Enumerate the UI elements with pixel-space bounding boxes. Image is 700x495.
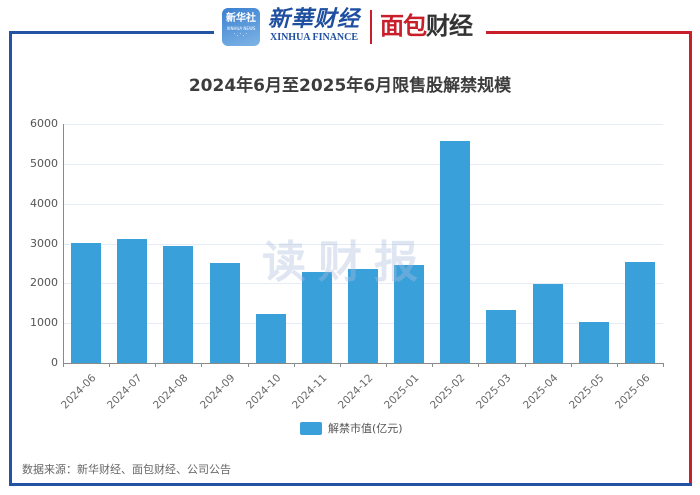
frame-right-border bbox=[689, 31, 692, 485]
y-tick-label: 1000 bbox=[30, 316, 58, 330]
x-axis-line bbox=[63, 363, 664, 364]
bar-2025-04[interactable] bbox=[532, 283, 563, 363]
x-tick-mark bbox=[155, 363, 157, 367]
frame-top-right-border bbox=[486, 31, 692, 34]
mianbao-finance-logo: 面包财经 bbox=[380, 12, 473, 40]
frame-top-left-border bbox=[9, 31, 214, 34]
legend-swatch bbox=[300, 421, 322, 435]
x-tick-mark bbox=[63, 363, 64, 367]
gridline bbox=[63, 163, 663, 165]
x-tick-label: 2025-03 bbox=[474, 372, 514, 412]
legend-label: 解禁市值(亿元) bbox=[328, 422, 403, 435]
x-tick-label: 2025-02 bbox=[428, 372, 468, 412]
network-dots-icon: ·.·.· bbox=[233, 31, 249, 38]
gridline bbox=[63, 243, 663, 245]
watermark: 读财报 bbox=[262, 237, 430, 288]
bar-2025-06[interactable] bbox=[624, 261, 655, 363]
x-tick-mark bbox=[432, 363, 434, 367]
x-tick-label: 2025-01 bbox=[382, 372, 422, 412]
bar-2024-10[interactable] bbox=[255, 314, 286, 363]
x-tick-mark bbox=[293, 363, 295, 367]
y-tick-label: 6000 bbox=[30, 117, 58, 130]
x-tick-label: 2024-10 bbox=[243, 372, 284, 412]
gridline bbox=[63, 124, 663, 125]
bar-2025-01[interactable] bbox=[394, 265, 425, 363]
x-tick-label: 2024-11 bbox=[289, 372, 330, 412]
x-tick-mark bbox=[339, 363, 341, 367]
y-tick-label: 0 bbox=[51, 356, 58, 369]
plot-area bbox=[63, 124, 663, 363]
bar-2024-06[interactable] bbox=[71, 243, 102, 363]
x-tick-label: 2025-04 bbox=[520, 372, 561, 412]
x-tick-label: 2025-06 bbox=[612, 372, 653, 412]
bar-2024-07[interactable] bbox=[117, 239, 148, 363]
bar-2024-09[interactable] bbox=[209, 263, 240, 363]
x-tick-label: 2025-05 bbox=[566, 372, 607, 412]
bar-2024-12[interactable] bbox=[348, 269, 378, 363]
x-tick-mark bbox=[478, 363, 480, 367]
data-source-note: 数据来源：新华财经、面包财经、公司公告 bbox=[22, 463, 231, 476]
chart-title: 2024年6月至2025年6月限售股解禁规模 bbox=[188, 76, 512, 96]
gridline bbox=[63, 203, 663, 205]
x-tick-mark bbox=[616, 363, 618, 367]
y-tick-label: 4000 bbox=[30, 196, 58, 210]
x-tick-label: 2024-12 bbox=[335, 372, 376, 412]
x-tick-mark bbox=[247, 363, 249, 367]
y-tick-label: 5000 bbox=[30, 156, 58, 170]
y-tick-label: 3000 bbox=[30, 236, 58, 250]
x-tick-label: 2024-09 bbox=[197, 372, 238, 412]
bar-2025-05[interactable] bbox=[578, 321, 609, 363]
x-tick-mark bbox=[663, 363, 664, 367]
x-tick-mark bbox=[201, 363, 203, 367]
header-logos: 新华社 XINHUA NEWS ·.·.· 新華财经 XINHUA FINANC… bbox=[222, 6, 480, 48]
xinhua-news-app-logo: 新华社 XINHUA NEWS ·.·.· bbox=[222, 8, 260, 46]
bar-2025-03[interactable] bbox=[486, 310, 517, 363]
bar-2025-02[interactable] bbox=[440, 141, 471, 363]
y-axis-line bbox=[63, 124, 64, 364]
y-tick-label: 2000 bbox=[30, 276, 58, 290]
frame-left-border bbox=[9, 31, 12, 485]
x-tick-mark bbox=[109, 363, 111, 367]
x-tick-label: 2024-07 bbox=[105, 372, 145, 412]
bar-2024-11[interactable] bbox=[301, 271, 332, 363]
x-tick-mark bbox=[524, 363, 526, 367]
x-tick-mark bbox=[570, 363, 572, 367]
x-tick-mark bbox=[386, 363, 388, 367]
x-tick-label: 2024-06 bbox=[59, 372, 99, 412]
chart-legend[interactable]: 解禁市值(亿元) bbox=[300, 420, 403, 436]
frame-bottom-border bbox=[9, 483, 692, 486]
xinhua-finance-logo: 新華财经 XINHUA FINANCE bbox=[267, 6, 360, 43]
bar-2024-08[interactable] bbox=[163, 245, 194, 363]
logo-separator bbox=[370, 10, 372, 44]
x-tick-label: 2024-08 bbox=[151, 372, 191, 412]
